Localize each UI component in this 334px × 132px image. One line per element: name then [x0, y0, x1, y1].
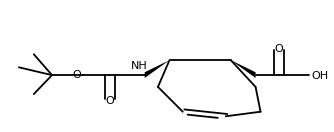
Text: NH: NH [131, 61, 148, 71]
Text: O: O [106, 96, 114, 107]
Text: O: O [72, 70, 81, 80]
Text: OH: OH [312, 71, 329, 81]
Text: O: O [274, 44, 283, 54]
Polygon shape [145, 60, 170, 78]
Polygon shape [231, 60, 256, 78]
